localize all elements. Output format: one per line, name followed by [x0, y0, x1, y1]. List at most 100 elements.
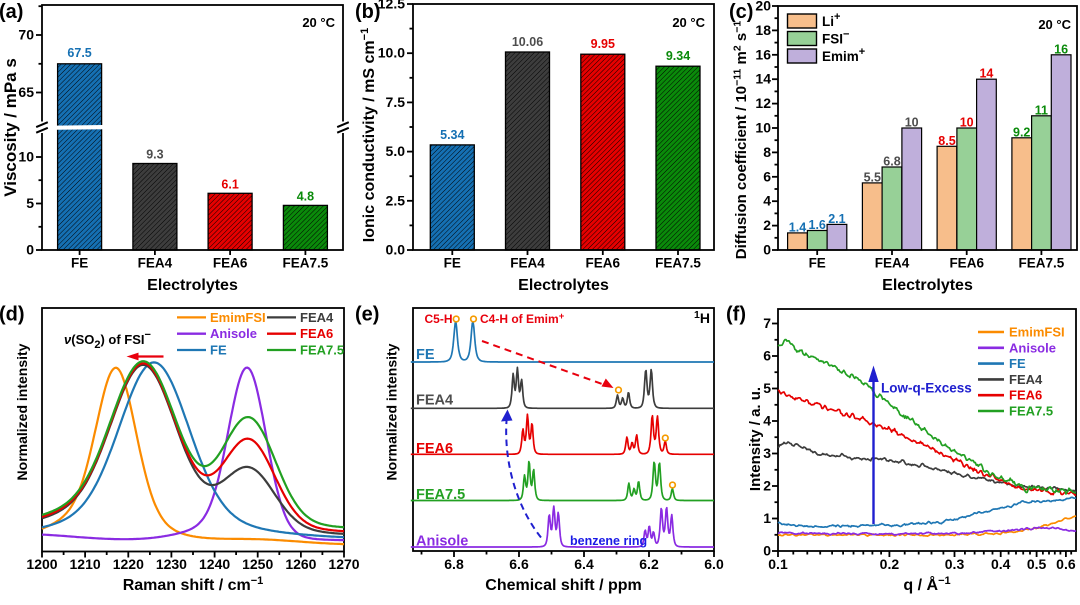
svg-text:Electrolytes: Electrolytes	[518, 277, 609, 294]
svg-text:6: 6	[763, 348, 771, 364]
svg-text:Anisole: Anisole	[416, 534, 468, 550]
svg-text:FEA4: FEA4	[510, 256, 545, 271]
svg-text:FSI−: FSI−	[822, 29, 849, 47]
svg-text:1.4: 1.4	[789, 220, 806, 234]
svg-text:FEA7.5: FEA7.5	[1019, 256, 1065, 271]
svg-text:10: 10	[18, 149, 34, 165]
svg-text:(c): (c)	[729, 1, 753, 23]
svg-text:(b): (b)	[355, 1, 381, 23]
svg-text:14: 14	[755, 71, 771, 87]
svg-text:FEA6: FEA6	[213, 256, 248, 271]
svg-text:14: 14	[979, 67, 993, 81]
svg-text:FEA7.5: FEA7.5	[283, 256, 329, 271]
svg-text:EmimFSI: EmimFSI	[210, 310, 266, 325]
svg-text:6.1: 6.1	[221, 177, 238, 191]
svg-text:FEA7.5: FEA7.5	[416, 487, 465, 503]
svg-text:4.8: 4.8	[297, 189, 314, 203]
svg-text:Anisole: Anisole	[210, 326, 257, 341]
svg-text:5.34: 5.34	[440, 128, 464, 142]
svg-text:FEA6: FEA6	[949, 256, 984, 271]
svg-text:5: 5	[763, 380, 771, 396]
svg-text:18: 18	[755, 22, 771, 38]
svg-text:6.2: 6.2	[639, 556, 659, 572]
svg-text:10: 10	[905, 116, 919, 130]
svg-text:FEA7.5: FEA7.5	[300, 343, 344, 358]
svg-text:7: 7	[763, 315, 771, 331]
svg-text:FEA4: FEA4	[875, 256, 910, 271]
svg-text:6.8: 6.8	[444, 556, 464, 572]
svg-text:C5-H: C5-H	[425, 312, 453, 326]
svg-text:Anisole: Anisole	[1009, 340, 1056, 355]
svg-text:67.5: 67.5	[67, 46, 91, 60]
svg-text:20: 20	[755, 0, 771, 14]
svg-text:Diffusion coefficient / 10−11: Diffusion coefficient / 10−11 m2 s−1	[732, 21, 751, 260]
svg-text:10: 10	[960, 116, 974, 130]
svg-text:20 °C: 20 °C	[672, 15, 705, 30]
svg-text:EmimFSI: EmimFSI	[1009, 325, 1065, 340]
svg-text:12: 12	[755, 95, 771, 111]
svg-text:0: 0	[763, 242, 771, 258]
svg-text:5.5: 5.5	[864, 170, 881, 184]
svg-text:C4-H of Emim+: C4-H of Emim+	[480, 311, 565, 326]
svg-text:FE: FE	[809, 256, 826, 271]
svg-text:FEA7.5: FEA7.5	[655, 256, 701, 271]
svg-text:FEA6: FEA6	[416, 441, 453, 457]
svg-text:FEA4: FEA4	[138, 256, 173, 271]
svg-text:1: 1	[763, 510, 771, 526]
svg-text:20 °C: 20 °C	[302, 15, 335, 30]
svg-text:11: 11	[1035, 103, 1048, 117]
svg-text:FEA7.5: FEA7.5	[1009, 404, 1053, 419]
svg-text:FEA4: FEA4	[300, 310, 334, 325]
svg-text:1270: 1270	[328, 556, 359, 572]
svg-text:(a): (a)	[0, 1, 23, 23]
svg-text:8.5: 8.5	[938, 134, 955, 148]
svg-text:Raman shift / cm−1: Raman shift / cm−1	[123, 575, 264, 594]
svg-text:12.5: 12.5	[378, 0, 405, 12]
svg-text:1230: 1230	[156, 556, 187, 572]
svg-text:6.4: 6.4	[574, 556, 594, 572]
svg-text:70: 70	[18, 27, 34, 43]
svg-text:20 °C: 20 °C	[1038, 17, 1071, 32]
svg-text:ν(SO2) of FSI−: ν(SO2) of FSI−	[64, 329, 151, 351]
svg-text:5: 5	[26, 195, 34, 211]
svg-text:1250: 1250	[242, 556, 273, 572]
svg-text:5.0: 5.0	[386, 143, 406, 159]
svg-text:1200: 1200	[26, 556, 57, 572]
svg-text:6.0: 6.0	[704, 556, 724, 572]
svg-text:FEA6: FEA6	[1009, 388, 1042, 403]
svg-text:FE: FE	[71, 256, 88, 271]
svg-text:6.6: 6.6	[509, 556, 529, 572]
svg-text:(e): (e)	[355, 304, 379, 326]
svg-text:9.95: 9.95	[591, 37, 615, 51]
svg-text:6: 6	[763, 168, 771, 184]
svg-text:1240: 1240	[199, 556, 230, 572]
svg-text:16: 16	[755, 46, 771, 62]
svg-text:0: 0	[26, 242, 34, 258]
svg-text:9.2: 9.2	[1013, 125, 1030, 139]
svg-text:0.1: 0.1	[768, 556, 788, 572]
svg-text:0.2: 0.2	[880, 556, 900, 572]
svg-text:8: 8	[763, 144, 771, 160]
svg-text:Intensity / a. u.: Intensity / a. u.	[747, 387, 764, 491]
svg-text:FE: FE	[444, 256, 461, 271]
svg-text:1210: 1210	[70, 556, 101, 572]
svg-text:2: 2	[763, 217, 771, 233]
svg-text:3: 3	[763, 445, 771, 461]
svg-text:Viscosity / mPa s: Viscosity / mPa s	[1, 58, 20, 197]
svg-text:Emim+: Emim+	[822, 46, 865, 64]
svg-text:Ionic conductivity / mS cm−1: Ionic conductivity / mS cm−1	[359, 28, 378, 242]
svg-text:Electrolytes: Electrolytes	[882, 277, 973, 294]
svg-text:FE: FE	[210, 343, 227, 358]
svg-text:FEA6: FEA6	[586, 256, 621, 271]
svg-text:9.3: 9.3	[146, 148, 163, 162]
svg-text:0.6: 0.6	[1056, 556, 1076, 572]
svg-text:0.0: 0.0	[386, 242, 406, 258]
svg-text:(f): (f)	[726, 304, 746, 326]
svg-text:Electrolytes: Electrolytes	[147, 277, 238, 294]
svg-text:2.1: 2.1	[828, 212, 845, 226]
svg-text:6.8: 6.8	[883, 155, 900, 169]
svg-text:10.06: 10.06	[512, 35, 543, 49]
svg-text:4: 4	[763, 193, 771, 209]
svg-text:Low-q-Excess: Low-q-Excess	[881, 381, 972, 396]
svg-text:1.6: 1.6	[809, 218, 826, 232]
